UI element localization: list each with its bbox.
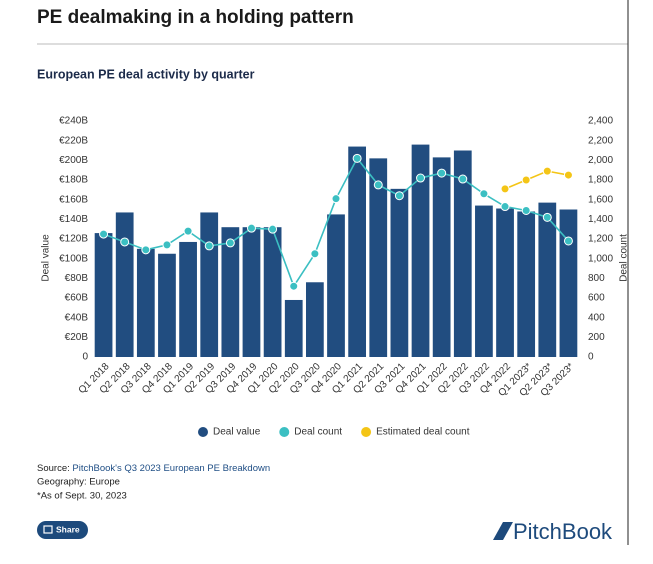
y2-tick-label: 1,800 (588, 175, 613, 186)
bar (200, 212, 219, 357)
legend-swatch (198, 427, 208, 437)
point (289, 281, 299, 291)
point (225, 238, 235, 248)
y2-tick-label: 2,400 (588, 116, 613, 127)
point (458, 174, 468, 184)
note: Geography: Europe (37, 477, 120, 488)
bar (158, 253, 176, 357)
point (521, 175, 531, 185)
bar (559, 209, 578, 357)
bar (305, 282, 324, 357)
y-tick-label: €60B (65, 293, 89, 304)
bar (115, 212, 134, 357)
y-tick-label: 0 (82, 352, 88, 363)
bar (453, 150, 472, 357)
legend-label: Deal count (294, 427, 342, 438)
y-tick-label: €140B (59, 214, 88, 225)
y2-tick-label: 800 (588, 273, 605, 284)
bar (221, 227, 240, 357)
y2-tick-label: 1,000 (588, 253, 613, 264)
point (563, 170, 573, 180)
y2-tick-label: 1,200 (588, 234, 613, 245)
bar (432, 157, 451, 357)
page-title: PE dealmaking in a holding pattern (37, 7, 354, 28)
share-button[interactable]: Share (37, 521, 88, 539)
point (268, 224, 278, 234)
bar (390, 188, 409, 357)
bar (179, 241, 197, 357)
y2-tick-label: 400 (588, 312, 605, 323)
legend-swatch (279, 427, 290, 437)
point (542, 212, 552, 222)
bar (475, 205, 493, 357)
y2-tick-label: 1,600 (588, 194, 613, 205)
y2-tick-label: 200 (588, 332, 605, 343)
point (162, 240, 172, 250)
y-tick-label: €160B (59, 194, 88, 205)
point (500, 184, 510, 194)
legend-label: Deal value (213, 427, 261, 438)
bar (94, 233, 113, 357)
point (120, 237, 130, 247)
y-tick-label: €200B (59, 155, 88, 166)
point (542, 166, 552, 176)
y-tick-label: €100B (59, 253, 88, 264)
point (246, 223, 256, 233)
point (521, 205, 531, 215)
line (504, 170, 569, 190)
chart-title: European PE deal activity by quarter (37, 67, 255, 81)
bar (242, 227, 261, 357)
y-axis-title: Deal value (41, 234, 52, 282)
bar (348, 146, 367, 357)
point (500, 202, 510, 212)
point (183, 226, 193, 236)
y2-axis-title: Deal count (619, 234, 630, 282)
share-icon (43, 525, 53, 534)
y-tick-label: €80B (65, 273, 89, 284)
point (373, 180, 383, 190)
logo: PitchBook (513, 519, 613, 544)
point (204, 241, 214, 251)
source: Source: PitchBook's Q3 2023 European PE … (37, 463, 270, 474)
share-label[interactable]: Share (56, 524, 80, 534)
bar (496, 208, 514, 357)
point (416, 173, 426, 183)
y2-tick-label: 2,200 (588, 135, 613, 146)
logo-icon (493, 522, 513, 540)
bar (369, 158, 388, 357)
y-tick-label: €220B (59, 135, 88, 146)
point (331, 194, 341, 204)
bar (411, 144, 430, 357)
point (141, 245, 151, 255)
bar (538, 202, 557, 357)
bar (284, 299, 303, 357)
bar (136, 248, 155, 357)
bar (263, 227, 282, 357)
y-tick-label: €20B (65, 332, 89, 343)
y-tick-label: €240B (59, 116, 88, 127)
note: *As of Sept. 30, 2023 (37, 491, 127, 502)
point (563, 236, 573, 246)
y2-tick-label: 2,000 (588, 155, 613, 166)
point (394, 191, 404, 201)
point (479, 189, 489, 199)
point (437, 168, 447, 178)
bar (327, 214, 345, 357)
source-label: Source: (37, 463, 70, 474)
source-link[interactable]: PitchBook's Q3 2023 European PE Breakdow… (72, 463, 270, 474)
y-tick-label: €120B (59, 234, 88, 245)
point (310, 249, 320, 259)
y2-tick-label: 0 (588, 352, 594, 363)
legend-label: Estimated deal count (376, 427, 470, 438)
y-tick-label: €180B (59, 175, 88, 186)
y2-tick-label: 600 (588, 293, 605, 304)
legend-swatch (361, 427, 372, 437)
point (99, 229, 109, 239)
bar (517, 211, 536, 357)
y2-tick-label: 1,400 (588, 214, 613, 225)
y-tick-label: €40B (65, 312, 89, 323)
point (352, 153, 362, 163)
